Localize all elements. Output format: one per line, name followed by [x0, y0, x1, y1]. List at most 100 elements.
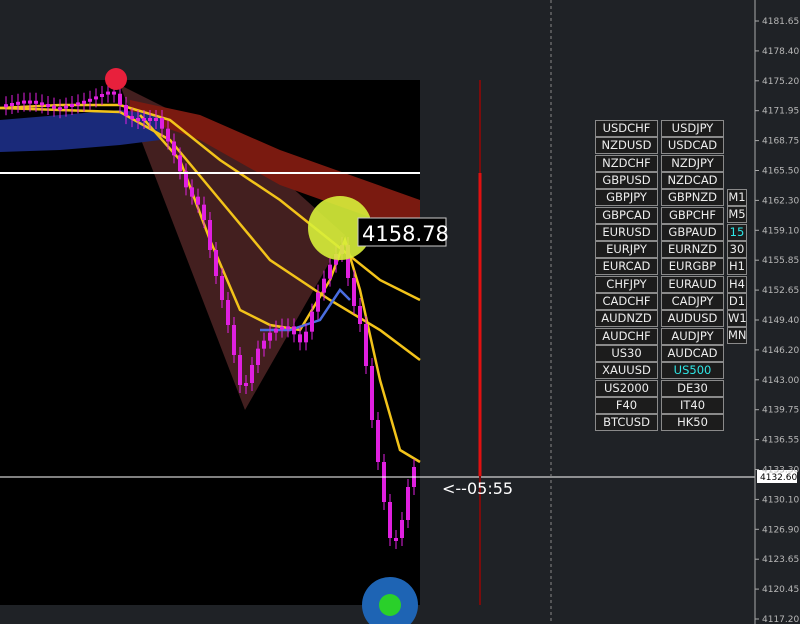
candle-body: [148, 118, 152, 121]
symbol-button[interactable]: CADCHF: [595, 293, 658, 310]
symbol-button[interactable]: US2000: [595, 379, 658, 397]
symbol-button[interactable]: NZDJPY: [661, 154, 724, 172]
candle-body: [286, 326, 290, 330]
axis-label: 4171.95: [762, 107, 799, 117]
axis-label: 4146.20: [762, 346, 799, 356]
candle-body: [112, 91, 116, 95]
candle-body: [274, 328, 278, 333]
candle-body: [28, 100, 32, 104]
symbol-button[interactable]: CHFJPY: [595, 275, 658, 293]
candle-body: [268, 332, 272, 341]
candle-body: [250, 365, 254, 383]
symbol-button[interactable]: NZDCAD: [661, 171, 724, 189]
candle-body: [310, 311, 314, 332]
candle-body: [388, 502, 392, 538]
symbol-button[interactable]: EURJPY: [595, 241, 658, 259]
candle-body: [298, 334, 302, 343]
symbol-button[interactable]: NZDUSD: [595, 137, 658, 155]
candle-body: [256, 348, 260, 365]
symbol-button[interactable]: USDCAD: [661, 137, 724, 155]
candle-body: [322, 278, 326, 293]
timeframe-button[interactable]: 30: [727, 240, 747, 258]
timeframe-button[interactable]: D1: [727, 292, 747, 310]
timeframe-button[interactable]: W1: [727, 310, 747, 328]
candle-body: [70, 104, 74, 107]
candle-body: [382, 462, 386, 502]
symbol-button[interactable]: EURGBP: [661, 258, 724, 276]
price-marker: [308, 196, 372, 260]
symbol-button[interactable]: EURUSD: [595, 223, 658, 241]
candle-body: [16, 101, 20, 105]
axis-label: 4181.65: [762, 17, 799, 27]
candle-body: [124, 104, 128, 117]
axis-label: 4136.55: [762, 436, 799, 446]
candle-body: [244, 383, 248, 386]
candle-body: [100, 94, 104, 97]
symbol-button[interactable]: EURAUD: [661, 275, 724, 293]
symbol-button[interactable]: USDCHF: [595, 120, 658, 137]
symbol-button[interactable]: NZDCHF: [595, 154, 658, 172]
candle-body: [202, 204, 206, 220]
symbol-button[interactable]: GBPNZD: [661, 189, 724, 207]
candle-body: [52, 105, 56, 109]
candle-body: [130, 116, 134, 120]
symbol-button[interactable]: CADJPY: [661, 293, 724, 310]
symbol-button[interactable]: US30: [595, 344, 658, 362]
axis-label: 4175.20: [762, 77, 799, 87]
price-readout-box: [357, 217, 447, 247]
candle-body: [64, 105, 68, 109]
symbol-button[interactable]: GBPCAD: [595, 206, 658, 224]
candle-body: [4, 104, 8, 108]
candle-body: [184, 171, 188, 188]
ma-line: [139, 114, 421, 464]
symbol-button[interactable]: IT40: [661, 396, 724, 414]
symbol-button[interactable]: AUDCHF: [595, 327, 658, 345]
candles: [4, 83, 416, 549]
symbol-button[interactable]: GBPJPY: [595, 189, 658, 207]
axis-label: 4139.75: [762, 406, 799, 416]
symbol-button[interactable]: BTCUSD: [595, 414, 658, 432]
symbol-button[interactable]: GBPUSD: [595, 171, 658, 189]
timeframe-button[interactable]: M5: [727, 206, 747, 224]
symbol-button[interactable]: HK50: [661, 414, 724, 432]
candle-body: [292, 326, 296, 335]
axis-label: 4123.65: [762, 555, 799, 565]
candle-body: [160, 118, 164, 129]
symbol-button[interactable]: GBPAUD: [661, 223, 724, 241]
symbol-button[interactable]: DE30: [661, 379, 724, 397]
candle-body: [190, 187, 194, 197]
candle-body: [262, 340, 266, 349]
candle-body: [22, 100, 26, 104]
timeframe-button[interactable]: MN: [727, 327, 747, 345]
timeframe-button[interactable]: H4: [727, 275, 747, 293]
symbol-button[interactable]: AUDNZD: [595, 310, 658, 328]
current-price: 4132.60: [760, 473, 797, 483]
axis-label: 4168.75: [762, 137, 799, 147]
symbol-button[interactable]: EURNZD: [661, 241, 724, 259]
symbol-button[interactable]: AUDUSD: [661, 310, 724, 328]
candle-body: [220, 276, 224, 300]
countdown: <--05:55: [442, 479, 513, 498]
axis-label: 4130.10: [762, 495, 799, 505]
candle-body: [166, 128, 170, 142]
timeframe-button[interactable]: 15: [727, 223, 747, 241]
symbol-button[interactable]: AUDCAD: [661, 344, 724, 362]
axis-label: 4133.30: [762, 466, 799, 476]
symbol-button[interactable]: XAUUSD: [595, 362, 658, 380]
candle-body: [58, 107, 62, 111]
blue-band: [0, 110, 160, 152]
symbol-button[interactable]: US500: [661, 362, 724, 380]
symbol-button[interactable]: F40: [595, 396, 658, 414]
candle-body: [94, 96, 98, 100]
symbol-button[interactable]: GBPCHF: [661, 206, 724, 224]
timeframe-button[interactable]: M1: [727, 189, 747, 206]
axis-label: 4165.50: [762, 167, 799, 177]
symbol-button[interactable]: USDJPY: [661, 120, 724, 137]
symbol-button[interactable]: EURCAD: [595, 258, 658, 276]
top-marker: [105, 68, 127, 90]
axis-label: 4152.65: [762, 286, 799, 296]
candle-body: [394, 538, 398, 541]
candle-body: [46, 104, 50, 107]
timeframe-button[interactable]: H1: [727, 258, 747, 276]
symbol-button[interactable]: AUDJPY: [661, 327, 724, 345]
